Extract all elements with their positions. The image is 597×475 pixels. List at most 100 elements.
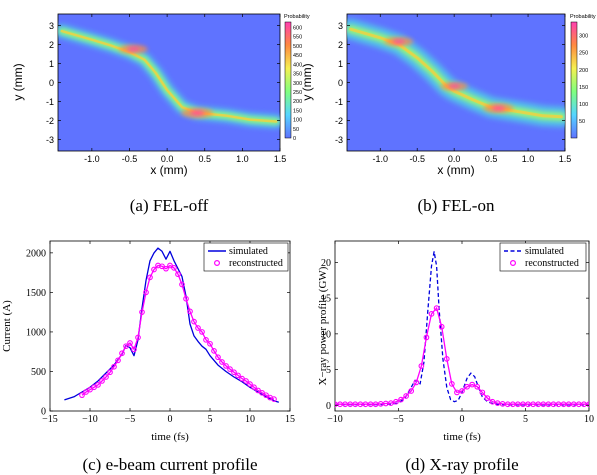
line-d-point-reconstructed <box>484 395 491 401</box>
line-c-point-reconstructed <box>131 346 137 353</box>
heatmap-a-xlabel: x (mm) <box>150 163 187 177</box>
line-d-point-reconstructed <box>443 356 450 362</box>
line-d-point-reconstructed <box>489 398 496 405</box>
line-c-point-reconstructed <box>79 392 85 399</box>
heatmap-b-colorbar: Probability 300 250 200 150 100 50 <box>570 14 596 139</box>
caption-b: (b) FEL-on <box>418 196 495 215</box>
line-d-point-reconstructed <box>433 305 440 311</box>
heatmap-a-hot-spots <box>118 44 214 118</box>
heatmap-b-colorbar-tick: 150 <box>579 85 588 91</box>
heatmap-b-ytick-label: 2 <box>338 40 343 50</box>
legend-c-box <box>203 242 289 272</box>
heatmap-a-xtick-label: 0.0 <box>161 154 174 164</box>
line-c-point-reconstructed <box>183 295 189 302</box>
line-d-series <box>335 251 589 408</box>
heatmap-b-xtick-label: 1.5 <box>559 154 572 164</box>
line-c-point-reconstructed <box>255 387 261 394</box>
line-c-point-reconstructed <box>175 271 181 278</box>
line-d-point-reconstructed <box>388 400 394 406</box>
heatmap-a-xtick-label: -1.0 <box>84 154 100 164</box>
heatmap-a-ytick-label: 1 <box>49 59 54 69</box>
line-c-legend: simulated reconstructed <box>203 242 289 272</box>
line-c-point-reconstructed <box>135 334 141 341</box>
line-c-point-reconstructed <box>231 369 237 376</box>
line-c-point-reconstructed <box>127 340 133 346</box>
line-c-ytick-label: 1000 <box>26 327 46 338</box>
line-d-xlabel: time (fs) <box>443 431 481 443</box>
line-c-point-reconstructed <box>123 343 129 350</box>
legend-d-simulated-label: simulated <box>525 246 564 257</box>
line-d-point-reconstructed <box>459 388 465 394</box>
line-d-xtick-label: −10 <box>327 414 343 425</box>
line-d-point-reconstructed <box>393 398 399 405</box>
heatmap-a-colorbar-tick: 200 <box>293 99 302 105</box>
heatmap-b-colorbar-tick: 200 <box>579 68 588 74</box>
heatmap-b-ytick-label: 1 <box>338 59 343 69</box>
legend-d-reconstructed-label: reconstructed <box>525 258 579 269</box>
heatmap-a-xtick-label: 0.5 <box>198 154 211 164</box>
line-d-point-reconstructed <box>474 383 481 390</box>
heatmap-a-colorbar-tick: 250 <box>293 90 302 96</box>
heatmap-b-ytick-label: 0 <box>338 78 343 88</box>
line-c-xlabel: time (fs) <box>151 431 189 443</box>
heatmap-b-hot-spot-core <box>491 105 506 111</box>
heatmap-a-axes: -1.0 -0.5 0.0 0.5 1.0 1.5 3 2 1 0 -1 -2 -3 <box>46 14 286 164</box>
line-d-point-reconstructed <box>464 383 470 390</box>
line-d-point-reconstructed <box>413 379 420 386</box>
heatmap-a-ytick-label: -2 <box>46 116 54 126</box>
line-c-ytick-label: 2000 <box>26 248 46 259</box>
line-c-point-reconstructed <box>99 378 105 384</box>
heatmap-a-ytick-label: -1 <box>46 97 54 107</box>
heatmap-b-axes: -1.0 -0.5 0.0 0.5 1.0 1.5 3 2 1 0 -1 -2 -3 <box>335 14 571 164</box>
heatmap-b-colorbar-tick: 100 <box>579 102 588 108</box>
heatmap-a-colorbar-tick: 450 <box>293 53 302 59</box>
line-c-point-reconstructed <box>243 378 249 384</box>
line-c-xtick-label: 0 <box>168 414 173 425</box>
panel-c: −15 −10 −5 0 5 10 15 0 500 1000 1500 2000 simulated… <box>1 240 295 474</box>
line-c-point-reconstructed <box>91 384 97 391</box>
line-d-point-reconstructed <box>469 381 476 388</box>
line-c-xtick-label: 15 <box>285 414 295 425</box>
colorbar-a-bar <box>284 21 292 139</box>
heatmap-b-xtick-label: 1.0 <box>522 154 535 164</box>
line-c-point-reconstructed <box>143 289 149 296</box>
heatmap-a-colorbar-tick: 150 <box>293 108 302 114</box>
heatmap-a-trace-core <box>60 29 278 123</box>
line-c-point-reconstructed <box>259 389 265 396</box>
legend-d-reconstructed-swatch <box>510 260 517 267</box>
line-c-point-reconstructed <box>203 336 209 343</box>
line-c-point-reconstructed <box>247 381 253 387</box>
heatmap-a-xtick-label: -0.5 <box>122 154 138 164</box>
line-d-series-reconstructed-line <box>335 306 589 405</box>
line-d-point-reconstructed <box>398 396 404 403</box>
line-d-point-reconstructed <box>448 381 455 387</box>
heatmap-a-colorbar: Probability 6005505004504003503002502001… <box>284 14 310 142</box>
line-c-point-reconstructed <box>163 265 169 272</box>
line-d-ytick-label: 20 <box>321 258 331 269</box>
line-d-axes: −10 −5 0 5 10 0 5 10 15 20 <box>321 241 594 425</box>
line-c-point-reconstructed <box>211 348 217 354</box>
line-c-point-reconstructed <box>195 325 201 331</box>
line-d-point-reconstructed <box>586 401 589 408</box>
line-c-point-reconstructed <box>111 363 117 370</box>
heatmap-b-xtick-label: -0.5 <box>409 154 425 164</box>
line-d-point-reconstructed <box>479 389 486 396</box>
line-c-point-reconstructed <box>227 366 233 372</box>
colorbar-b-bar <box>570 21 578 139</box>
line-d-xtick-label: −5 <box>393 414 404 425</box>
heatmap-b-ylabel: y (mm) <box>300 63 314 100</box>
line-d-legend: simulated reconstructed <box>499 242 587 272</box>
panel-b: -1.0 -0.5 0.0 0.5 1.0 1.5 3 2 1 0 -1 -2 -3 x (mm) y … <box>300 13 596 215</box>
line-d-ytick-label: 5 <box>326 365 331 376</box>
heatmap-b-xtick-label: 0.5 <box>485 154 498 164</box>
heatmap-a-ytick-label: 3 <box>49 21 54 31</box>
heatmap-b-xtick-label: 0.0 <box>448 154 461 164</box>
line-c-point-reconstructed <box>263 392 269 399</box>
line-c-point-reconstructed <box>199 329 205 335</box>
heatmap-a-colorbar-tick: 350 <box>293 72 302 78</box>
line-c-point-reconstructed <box>119 350 125 357</box>
heatmap-a-ytick-label: 0 <box>49 78 54 88</box>
line-d-point-reconstructed <box>423 334 430 341</box>
heatmap-a-colorbar-tick: 300 <box>293 81 302 87</box>
line-c-point-reconstructed <box>151 266 157 273</box>
